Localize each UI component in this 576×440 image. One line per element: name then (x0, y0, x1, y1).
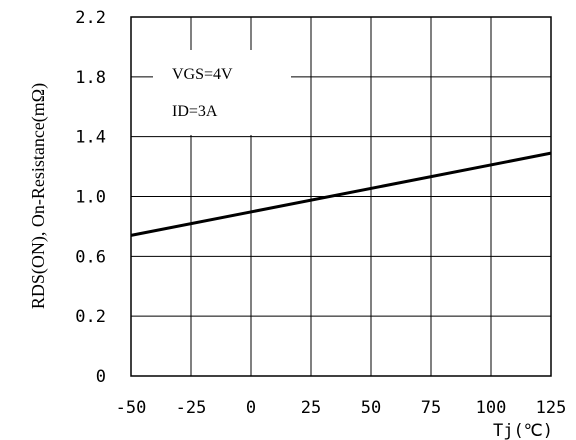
series-layer (130, 151, 552, 237)
x-tick-label: 75 (421, 398, 441, 418)
id-annotation: ID=3A (172, 103, 218, 120)
condition-box (153, 50, 291, 135)
x-tick-label: 50 (361, 398, 381, 418)
y-tick-labels: 0 0.2 0.6 1.0 1.4 1.8 2.2 (75, 8, 106, 387)
y-tick-label: 0.2 (75, 307, 106, 327)
x-tick-label: 100 (476, 398, 507, 418)
y-tick-label: 0.6 (75, 247, 106, 267)
x-tick-labels: -50 -25 0 25 50 75 100 125 (116, 398, 567, 418)
x-axis-label: Tj(℃) (493, 421, 553, 440)
y-tick-label: 0 (96, 367, 106, 387)
x-tick-label: 0 (246, 398, 256, 418)
y-tick-label: 1.4 (75, 128, 106, 148)
y-axis-label: RDS(ON), On-Resistance(mΩ) (28, 83, 49, 309)
y-tick-label: 1.0 (75, 188, 106, 208)
vgs-annotation: VGS=4V (172, 66, 233, 83)
x-tick-label: 25 (301, 398, 321, 418)
x-tick-label: 125 (536, 398, 567, 418)
plot-area (130, 16, 552, 377)
y-tick-label: 1.8 (75, 68, 106, 88)
series-line (130, 151, 552, 237)
y-tick-label: 2.2 (75, 8, 106, 28)
x-tick-label: -25 (176, 398, 207, 418)
x-tick-label: -50 (116, 398, 147, 418)
